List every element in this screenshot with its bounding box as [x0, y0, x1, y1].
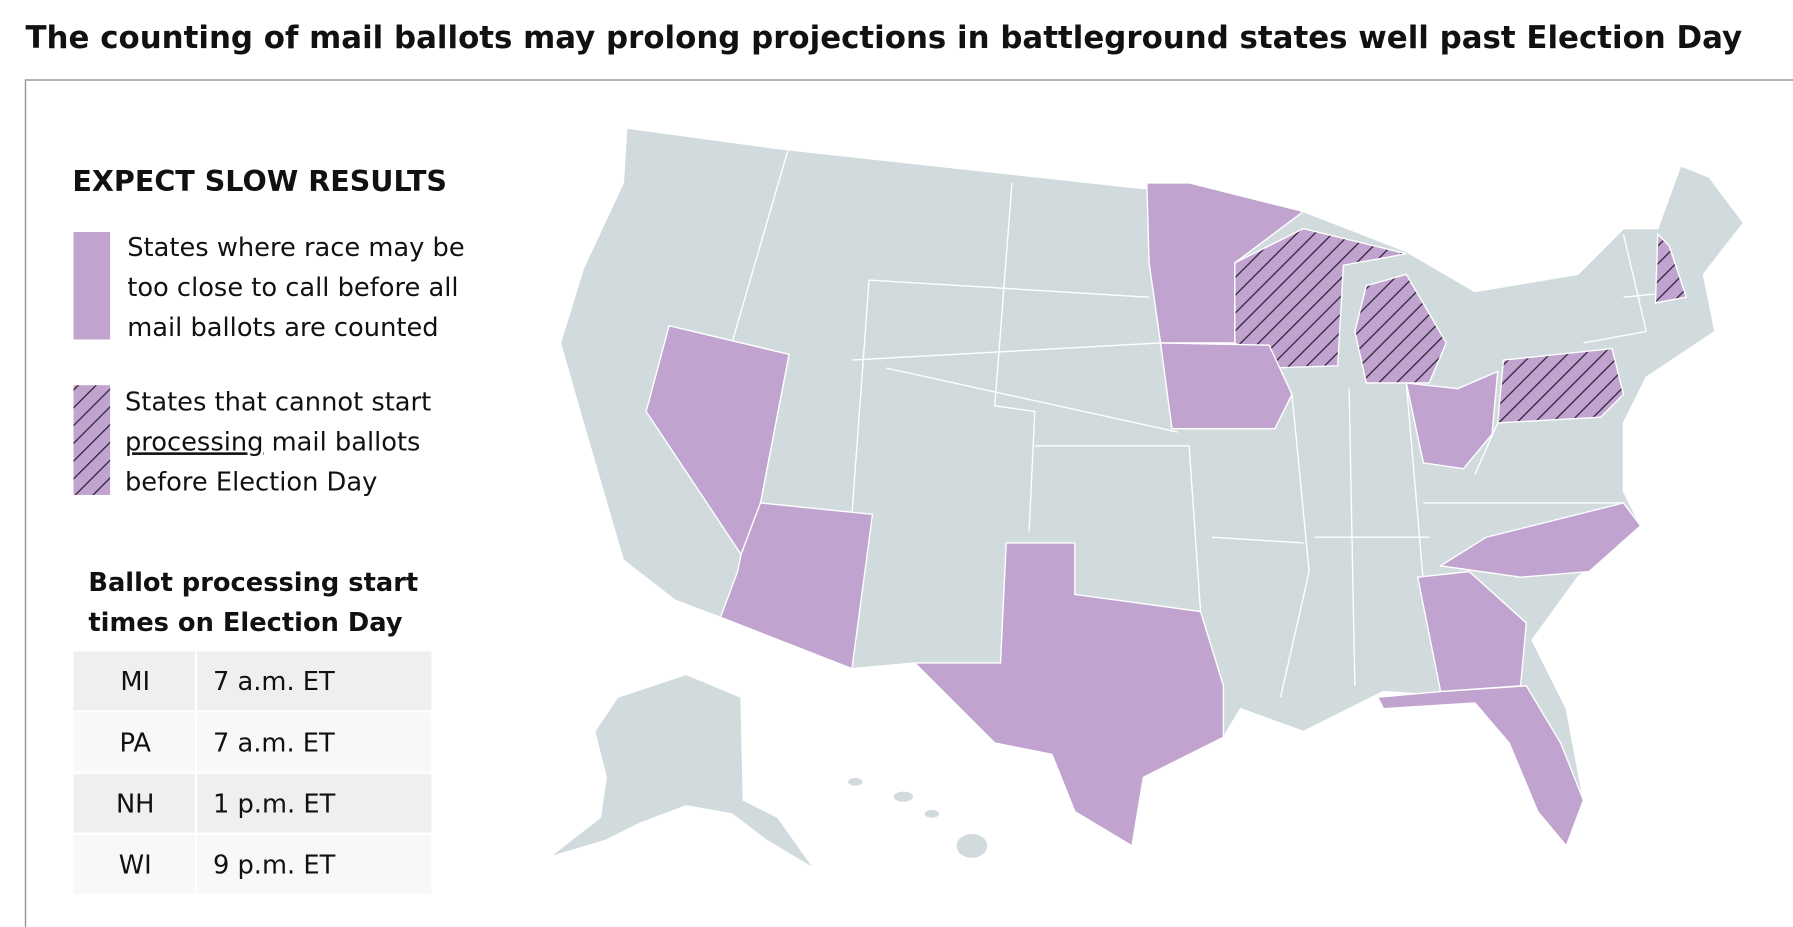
- table-time: 7 a.m. ET: [213, 728, 335, 758]
- legend-swatch-hatched: [73, 385, 111, 495]
- legend-text: States that cannot start: [125, 387, 431, 417]
- table-cell-bg: [196, 712, 432, 772]
- legend-text: before Election Day: [125, 467, 377, 497]
- table-cell-bg: [196, 834, 432, 894]
- legend-text: processing mail ballots: [125, 427, 421, 457]
- table-time: 9 p.m. ET: [213, 851, 336, 881]
- state-hi: [846, 776, 989, 860]
- title: The counting of mail ballots may prolong…: [26, 20, 1743, 56]
- table-state: NH: [116, 789, 155, 819]
- state-ia: [1159, 342, 1293, 430]
- table-cell-bg: [196, 773, 432, 833]
- state-ga: [1416, 570, 1528, 693]
- state-mi: [1354, 273, 1448, 384]
- table-state: PA: [120, 728, 152, 758]
- table-cell-bg: [73, 651, 195, 711]
- state-nc: [1438, 502, 1642, 578]
- table-state: MI: [120, 667, 150, 697]
- table-cell-bg: [73, 773, 195, 833]
- state-az: [719, 502, 874, 670]
- table-cell-bg: [73, 834, 195, 894]
- state-pa: [1496, 347, 1625, 424]
- table-time: 1 p.m. ET: [213, 789, 336, 819]
- legend-text: States where race may be: [127, 233, 464, 263]
- table-time: 7 a.m. ET: [213, 667, 335, 697]
- state-oh: [1405, 370, 1499, 470]
- state-ak: [548, 673, 815, 870]
- legend-text: mail ballots are counted: [127, 313, 438, 343]
- table-cell-bg: [73, 712, 195, 772]
- table-cell-bg: [196, 651, 432, 711]
- legend-text-underlined: processing: [125, 427, 264, 457]
- us-map: [548, 127, 1745, 870]
- legend-text: mail ballots: [272, 427, 421, 457]
- table: MI 7 a.m. ET PA 7 a.m. ET NH 1 p.m. ET WI 9 p.m…: [73, 651, 432, 894]
- legend-text: too close to call before all: [127, 273, 458, 303]
- table-heading: times on Election Day: [88, 608, 402, 638]
- state-nh: [1654, 232, 1688, 304]
- legend-swatch: [73, 232, 111, 340]
- legend-heading: EXPECT SLOW RESULTS: [72, 164, 447, 198]
- state-fl: [1376, 685, 1585, 848]
- table-heading: Ballot processing start: [88, 568, 418, 598]
- table-state: WI: [119, 851, 152, 881]
- state-tx: [913, 542, 1225, 847]
